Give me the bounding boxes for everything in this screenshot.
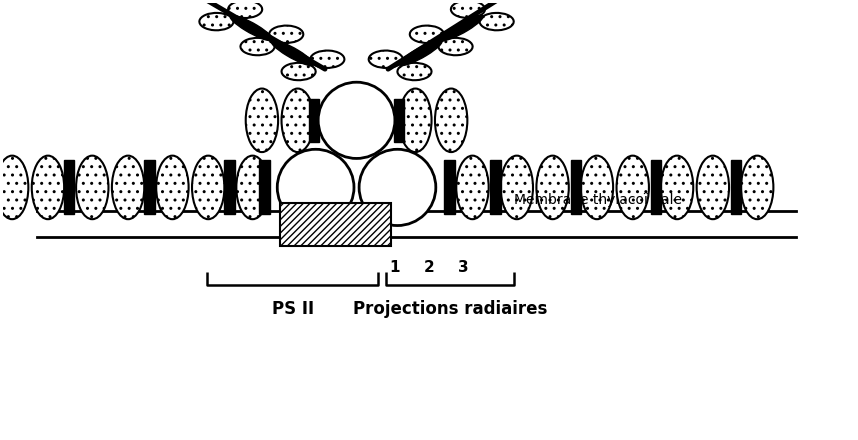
- Ellipse shape: [228, 0, 263, 18]
- Ellipse shape: [76, 156, 108, 219]
- Bar: [225, 161, 234, 214]
- Ellipse shape: [236, 156, 269, 219]
- Ellipse shape: [281, 88, 314, 152]
- Text: 2: 2: [424, 260, 434, 275]
- FancyBboxPatch shape: [280, 203, 390, 246]
- Ellipse shape: [199, 13, 233, 30]
- Text: PS II: PS II: [271, 301, 314, 319]
- Ellipse shape: [281, 63, 316, 80]
- Bar: [144, 161, 154, 214]
- Ellipse shape: [397, 63, 432, 80]
- Ellipse shape: [410, 26, 444, 43]
- Bar: [394, 99, 404, 142]
- Ellipse shape: [456, 156, 489, 219]
- Bar: [491, 161, 500, 214]
- Ellipse shape: [741, 156, 773, 219]
- Ellipse shape: [245, 88, 278, 152]
- Ellipse shape: [435, 88, 468, 152]
- Ellipse shape: [451, 0, 485, 18]
- Ellipse shape: [240, 38, 275, 55]
- Ellipse shape: [581, 156, 613, 219]
- Bar: [309, 99, 319, 142]
- Ellipse shape: [500, 156, 533, 219]
- Ellipse shape: [277, 149, 354, 226]
- Ellipse shape: [502, 0, 545, 1]
- Ellipse shape: [311, 51, 344, 68]
- Ellipse shape: [230, 15, 273, 40]
- Ellipse shape: [168, 0, 211, 1]
- Ellipse shape: [697, 156, 729, 219]
- Ellipse shape: [360, 149, 436, 226]
- Text: 3: 3: [458, 260, 468, 275]
- Text: Membrane thylacoï dale: Membrane thylacoï dale: [514, 193, 682, 207]
- Ellipse shape: [661, 156, 693, 219]
- Ellipse shape: [438, 38, 473, 55]
- Ellipse shape: [192, 156, 225, 219]
- Ellipse shape: [536, 156, 569, 219]
- Bar: [259, 161, 269, 214]
- Ellipse shape: [399, 40, 442, 66]
- Bar: [571, 161, 581, 214]
- Ellipse shape: [480, 13, 514, 30]
- Ellipse shape: [318, 82, 395, 158]
- Ellipse shape: [156, 156, 189, 219]
- Ellipse shape: [112, 156, 144, 219]
- Bar: [444, 161, 455, 214]
- Bar: [650, 161, 661, 214]
- Ellipse shape: [440, 15, 483, 40]
- Ellipse shape: [32, 156, 64, 219]
- Ellipse shape: [269, 26, 303, 43]
- Ellipse shape: [399, 88, 432, 152]
- Ellipse shape: [0, 156, 28, 219]
- Ellipse shape: [369, 51, 402, 68]
- Text: 1: 1: [390, 260, 400, 275]
- Ellipse shape: [617, 156, 649, 219]
- Bar: [731, 161, 741, 214]
- Text: Projections radiaires: Projections radiaires: [353, 301, 547, 319]
- Ellipse shape: [271, 40, 314, 66]
- Bar: [64, 161, 75, 214]
